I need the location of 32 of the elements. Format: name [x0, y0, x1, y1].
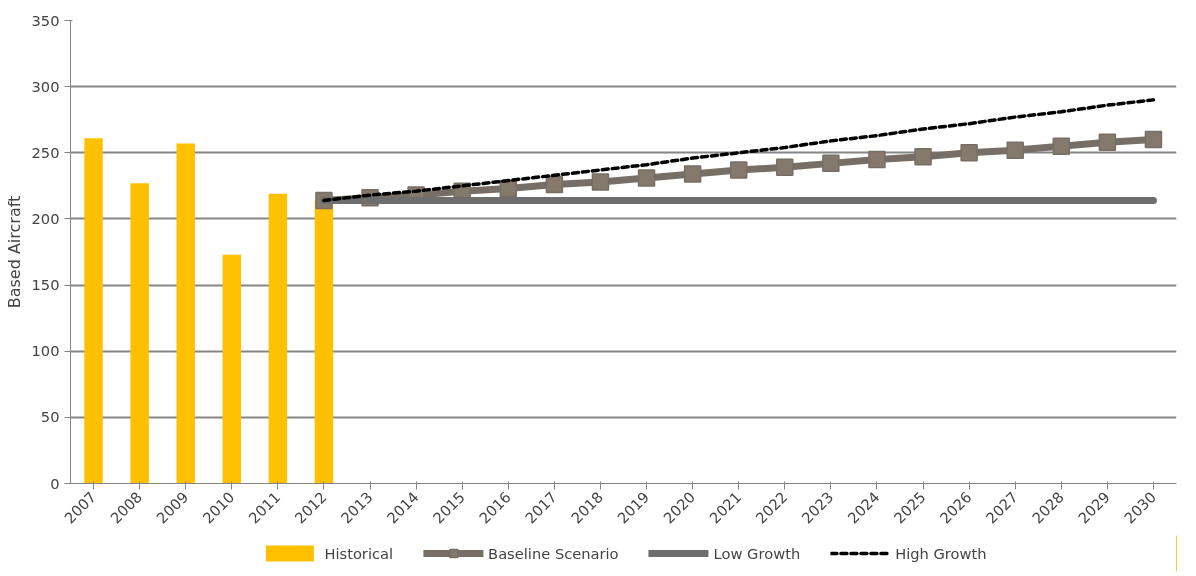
- bar: [268, 193, 288, 484]
- y-tick-label: 50: [40, 408, 60, 426]
- point: [960, 144, 978, 162]
- legend-label: Baseline Scenario: [488, 544, 619, 562]
- point: [822, 154, 840, 173]
- y-tick-label: 150: [31, 276, 60, 294]
- point: [1144, 130, 1163, 149]
- y-tick-label: 100: [31, 342, 60, 360]
- y-tick-label: 350: [31, 11, 60, 29]
- bar: [130, 183, 149, 484]
- legend-label: Low Growth: [713, 544, 801, 562]
- point: [1006, 141, 1024, 159]
- y-tick-label: 300: [31, 77, 60, 95]
- point: [1052, 137, 1071, 155]
- bar: [222, 254, 242, 484]
- point: [637, 169, 656, 187]
- point: [591, 173, 610, 191]
- point: [729, 161, 748, 179]
- bar: [84, 138, 103, 484]
- y-tick-label: 200: [31, 209, 60, 227]
- point: [868, 150, 886, 169]
- bar: [176, 143, 195, 484]
- point: [1098, 133, 1117, 151]
- point: [545, 175, 564, 194]
- y-tick-label: 0: [50, 474, 60, 492]
- y-tick-label: 250: [31, 143, 60, 161]
- legend-label: Historical: [324, 544, 394, 562]
- point: [776, 158, 794, 177]
- legend-label: High Growth: [895, 544, 987, 562]
- y-axis-title: Based Aircraft: [4, 195, 24, 309]
- point: [914, 148, 932, 166]
- point: [683, 165, 702, 183]
